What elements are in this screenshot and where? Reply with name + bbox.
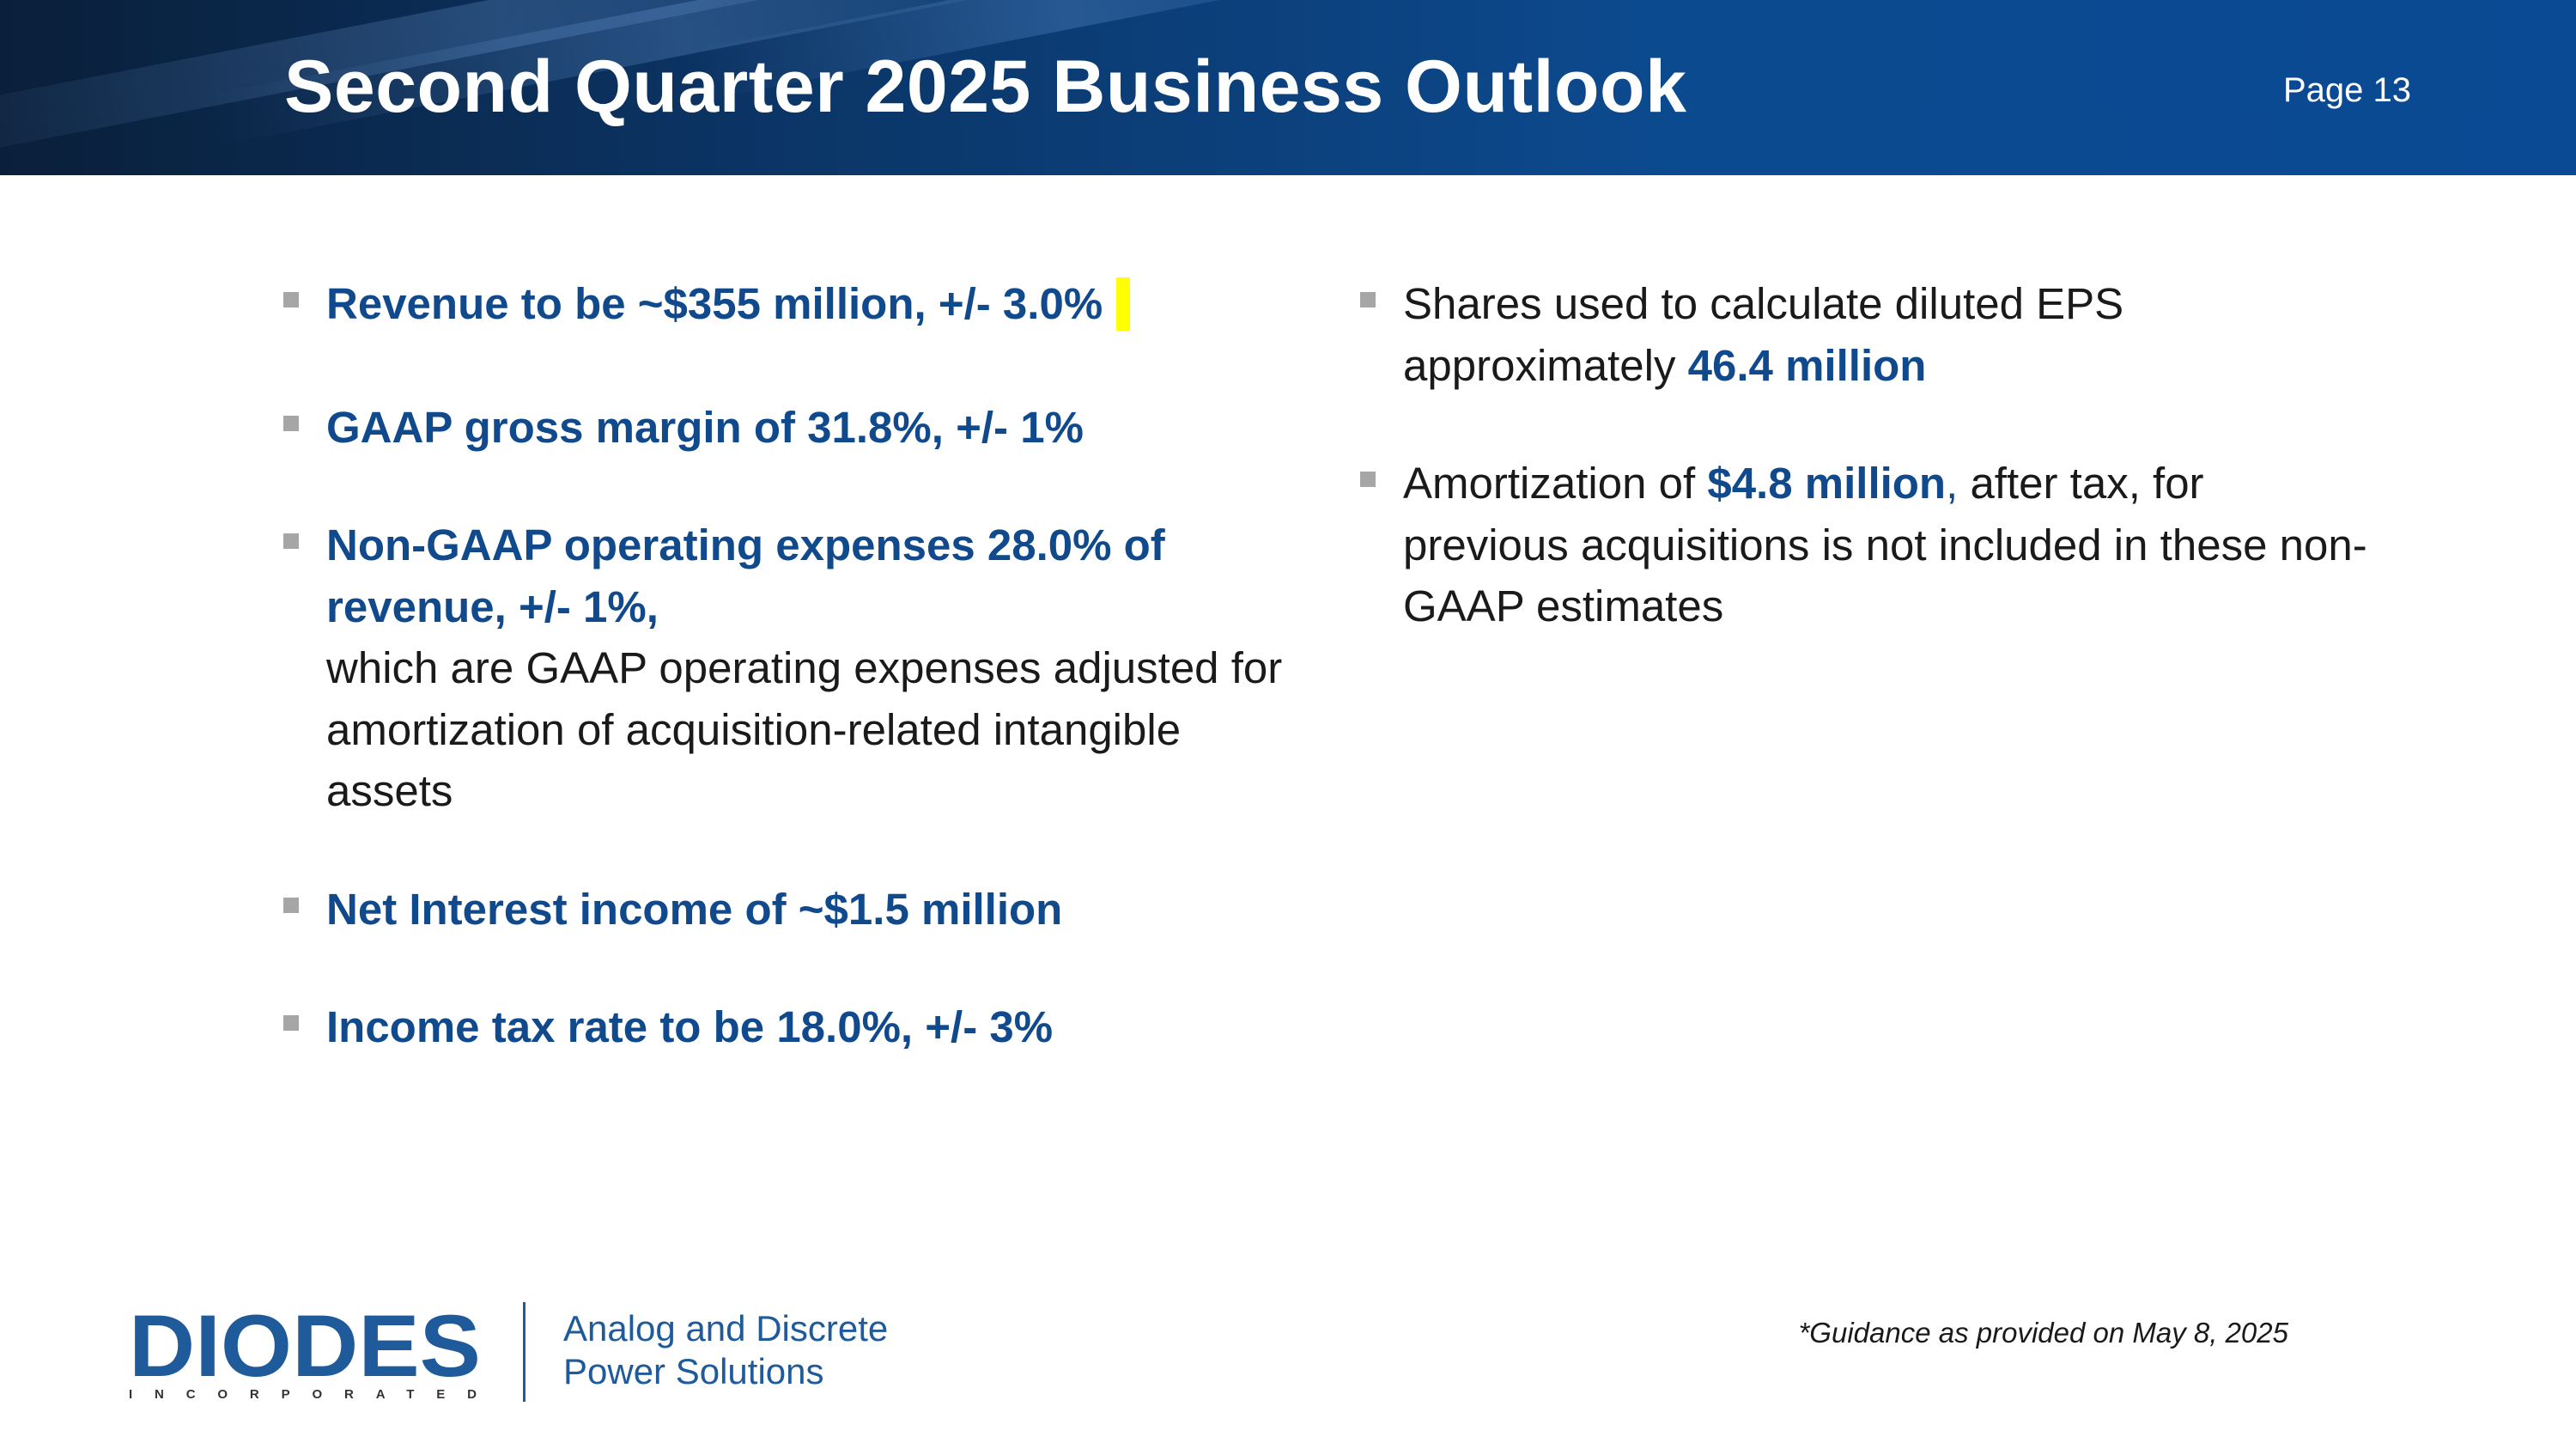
- logo-wordmark: DIODES: [129, 1304, 481, 1395]
- bullet-square-icon: [283, 292, 299, 307]
- page-number: Page 13: [2282, 71, 2411, 109]
- tagline-line-2: Power Solutions: [563, 1351, 824, 1391]
- bullet-bold-text: Non-GAAP operating expenses 28.0% of rev…: [326, 521, 1165, 631]
- bullet-text: GAAP gross margin of 31.8%, +/- 1%: [326, 402, 1084, 452]
- bullet-square-icon: [1360, 292, 1376, 307]
- bullet-text: Shares used to calculate diluted EPS app…: [1403, 279, 2124, 390]
- bullet-text: Net Interest income of ~$1.5 million: [326, 884, 1063, 934]
- bullet-gross-margin: GAAP gross margin of 31.8%, +/- 1%: [280, 397, 1310, 459]
- bullet-tax-rate: Income tax rate to be 18.0%, +/- 3%: [280, 996, 1310, 1058]
- page-title: Second Quarter 2025 Business Outlook: [284, 46, 1687, 128]
- tagline: Analog and Discrete Power Solutions: [563, 1307, 888, 1393]
- right-column: Shares used to calculate diluted EPS app…: [1357, 273, 2404, 637]
- bullet-shares: Shares used to calculate diluted EPS app…: [1357, 273, 2336, 396]
- diodes-logo: DIODES INCORPORATED: [129, 1304, 481, 1400]
- bullet-comma: ,: [1946, 459, 1959, 508]
- logo-divider: [523, 1302, 526, 1402]
- bullet-text: Income tax rate to be 18.0%, +/- 3%: [326, 1002, 1054, 1051]
- bullet-bold-text: 46.4 million: [1687, 340, 1927, 390]
- tagline-line-1: Analog and Discrete: [563, 1308, 889, 1349]
- guidance-footnote: *Guidance as provided on May 8, 2025: [1798, 1317, 2288, 1349]
- bullet-interest-income: Net Interest income of ~$1.5 million: [280, 879, 1310, 941]
- bullet-square-icon: [1360, 472, 1376, 487]
- bullet-revenue: Revenue to be ~$355 million, +/- 3.0%: [280, 273, 1310, 335]
- bullet-square-icon: [283, 533, 299, 549]
- header-banner: Second Quarter 2025 Business Outlook Pag…: [0, 0, 2576, 175]
- left-column: Revenue to be ~$355 million, +/- 3.0% GA…: [280, 273, 1310, 1058]
- bullet-bold-text: $4.8 million: [1707, 459, 1947, 508]
- bullet-square-icon: [283, 415, 299, 431]
- bullet-text: after tax, for previous acquisitions is …: [1403, 459, 2367, 630]
- bullet-amortization: Amortization of $4.8 million, after tax,…: [1357, 453, 2370, 637]
- bullet-text: Amortization of: [1403, 459, 1696, 508]
- bullet-square-icon: [283, 897, 299, 913]
- bullet-operating-expenses: Non-GAAP operating expenses 28.0% of rev…: [280, 514, 1293, 822]
- highlight-marker: [1116, 277, 1131, 331]
- bullet-text: which are GAAP operating expenses adjust…: [326, 643, 1283, 815]
- bullet-text: Revenue to be ~$355 million, +/- 3.0%: [326, 279, 1103, 328]
- bullet-square-icon: [283, 1015, 299, 1031]
